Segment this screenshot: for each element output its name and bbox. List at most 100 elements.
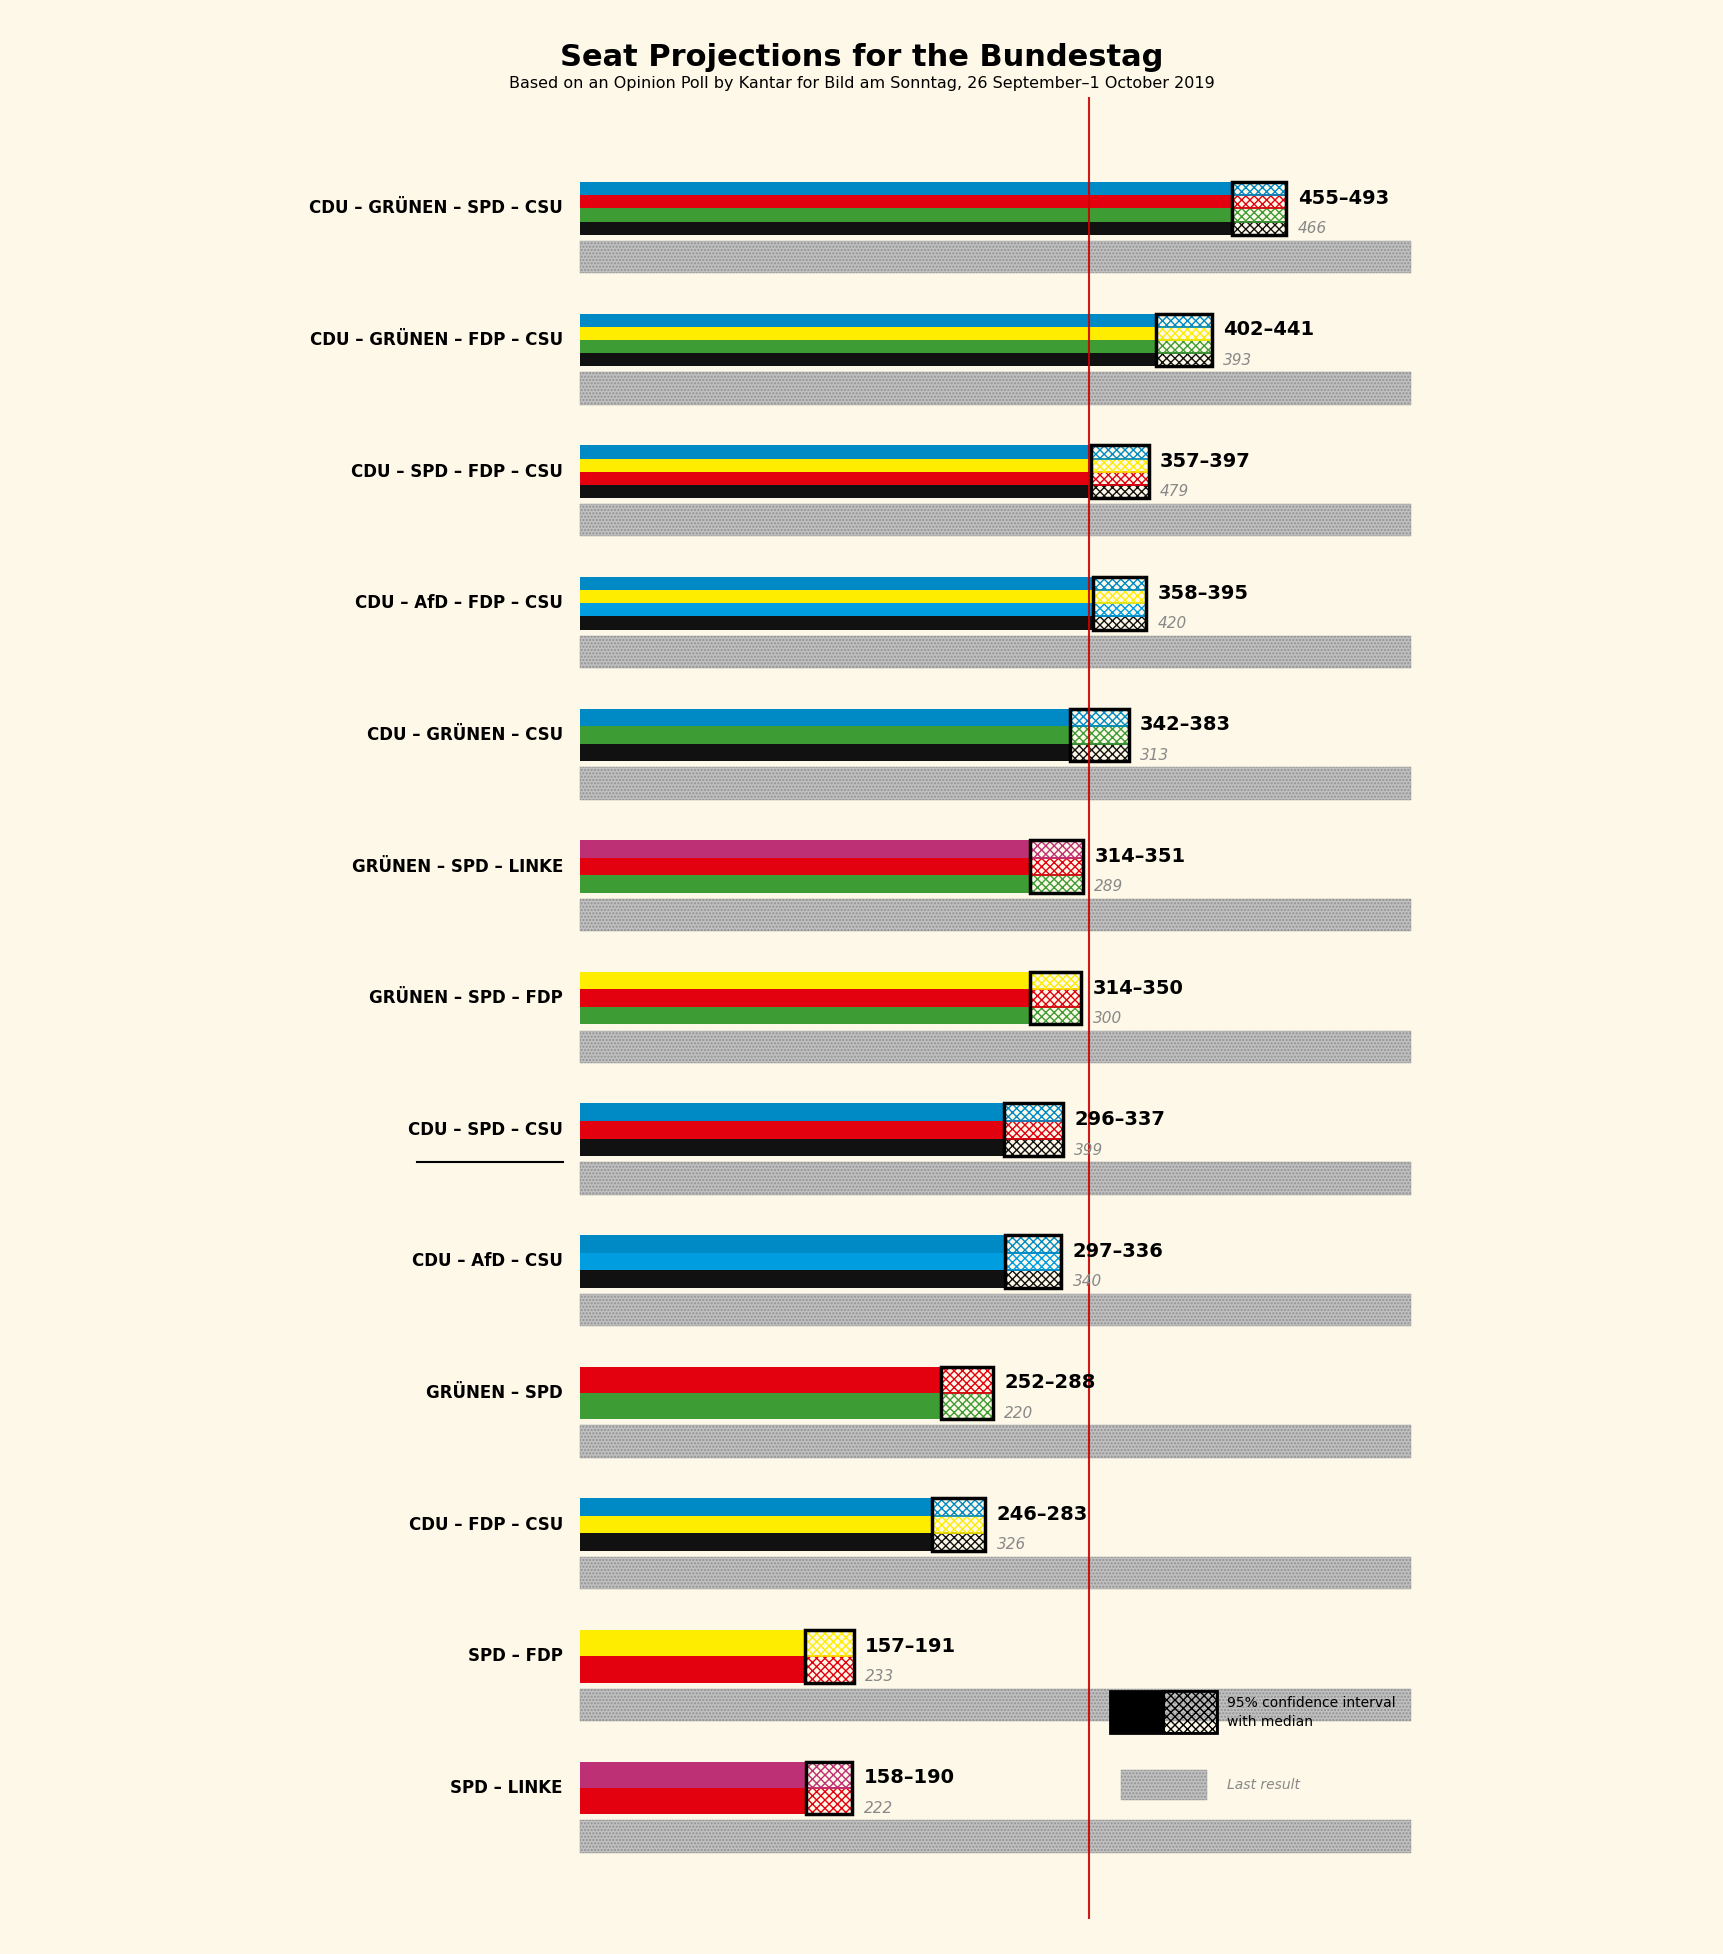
Bar	[579, 182, 1230, 195]
Bar	[579, 504, 1409, 537]
Bar	[579, 899, 1409, 932]
Bar	[579, 1821, 1409, 1852]
Bar	[579, 768, 1409, 799]
Bar	[1163, 1690, 1216, 1733]
Text: 300: 300	[1092, 1010, 1122, 1026]
Text: CDU – GRÜNEN – FDP – CSU: CDU – GRÜNEN – FDP – CSU	[310, 330, 562, 350]
Bar	[806, 1761, 851, 1813]
Text: Based on an Opinion Poll by Kantar for Bild am Sonntag, 26 September–1 October 2: Based on an Opinion Poll by Kantar for B…	[508, 76, 1215, 92]
Bar	[579, 446, 1091, 459]
Bar	[805, 1657, 853, 1682]
Bar	[579, 1557, 1409, 1589]
Text: CDU – SPD – CSU: CDU – SPD – CSU	[408, 1122, 562, 1139]
Bar	[1029, 971, 1080, 1024]
Bar	[579, 709, 1070, 727]
Text: 157–191: 157–191	[865, 1637, 956, 1655]
Bar	[579, 1270, 1005, 1288]
Text: GRÜNEN – SPD – LINKE: GRÜNEN – SPD – LINKE	[351, 858, 562, 875]
Text: SPD – LINKE: SPD – LINKE	[450, 1778, 562, 1798]
Bar	[1029, 840, 1082, 893]
Text: 314–350: 314–350	[1092, 979, 1184, 997]
Bar	[1154, 340, 1211, 354]
Text: 399: 399	[1073, 1143, 1103, 1157]
Text: GRÜNEN – SPD: GRÜNEN – SPD	[426, 1383, 562, 1401]
Text: 340: 340	[1072, 1274, 1101, 1290]
Bar	[579, 768, 1409, 799]
Bar	[932, 1534, 986, 1551]
Bar	[941, 1366, 992, 1419]
Text: 313: 313	[1139, 748, 1168, 762]
Text: 402–441: 402–441	[1222, 320, 1313, 340]
Bar	[805, 1630, 853, 1657]
Bar	[579, 1557, 1409, 1589]
Bar	[579, 373, 1409, 404]
Text: 246–283: 246–283	[996, 1505, 1087, 1524]
Bar	[1003, 1104, 1061, 1157]
Bar	[1003, 1104, 1061, 1122]
Bar	[579, 354, 1154, 367]
Bar	[1029, 989, 1080, 1006]
Bar	[1070, 709, 1129, 727]
Bar	[1092, 604, 1146, 616]
Bar	[579, 1294, 1409, 1327]
Bar	[1092, 576, 1146, 629]
Text: 252–288: 252–288	[1003, 1374, 1094, 1393]
Bar	[579, 1424, 1409, 1458]
Bar	[579, 1366, 941, 1393]
Bar	[1154, 315, 1211, 367]
Text: 158–190: 158–190	[863, 1768, 955, 1788]
Bar	[1029, 971, 1080, 989]
Bar	[579, 1030, 1409, 1063]
Bar	[579, 1139, 1003, 1157]
Text: 455–493: 455–493	[1297, 190, 1389, 207]
Bar	[579, 858, 1029, 875]
Bar	[579, 1393, 941, 1419]
Text: 289: 289	[1094, 879, 1123, 895]
Bar	[579, 899, 1409, 932]
Bar	[579, 1030, 1409, 1063]
Text: 326: 326	[996, 1538, 1025, 1551]
Bar	[1029, 1006, 1080, 1024]
Bar	[579, 1499, 932, 1516]
Bar	[579, 590, 1092, 604]
Text: 358–395: 358–395	[1156, 584, 1247, 602]
Bar	[1005, 1235, 1061, 1253]
Bar	[1092, 576, 1146, 590]
Bar	[579, 1235, 1005, 1253]
Bar	[1005, 1253, 1061, 1270]
Bar	[1070, 727, 1129, 744]
Bar	[579, 240, 1409, 274]
Bar	[579, 989, 1029, 1006]
Text: GRÜNEN – SPD – FDP: GRÜNEN – SPD – FDP	[369, 989, 562, 1006]
Bar	[579, 744, 1070, 762]
Text: CDU – GRÜNEN – CSU: CDU – GRÜNEN – CSU	[367, 725, 562, 744]
Bar	[579, 471, 1091, 485]
Text: CDU – FDP – CSU: CDU – FDP – CSU	[408, 1516, 562, 1534]
Bar	[579, 1688, 1409, 1721]
Bar	[1154, 326, 1211, 340]
Text: 95% confidence interval: 95% confidence interval	[1227, 1696, 1396, 1710]
Bar	[1110, 1690, 1216, 1733]
Bar	[1091, 446, 1148, 498]
Bar	[941, 1393, 992, 1419]
Text: SPD – FDP: SPD – FDP	[467, 1647, 562, 1665]
Bar	[579, 504, 1409, 537]
Text: 479: 479	[1160, 485, 1189, 500]
Bar	[1230, 209, 1285, 221]
Bar	[579, 635, 1409, 668]
Bar	[932, 1516, 986, 1534]
Bar	[1029, 858, 1082, 875]
Bar	[579, 1788, 806, 1813]
Bar	[1092, 616, 1146, 629]
Bar	[579, 485, 1091, 498]
Bar	[579, 576, 1092, 590]
Bar	[579, 209, 1230, 221]
Bar	[1091, 471, 1148, 485]
Bar	[579, 971, 1029, 989]
Bar	[579, 1424, 1409, 1458]
Bar	[579, 840, 1029, 858]
Bar	[1070, 709, 1129, 762]
Bar	[579, 1534, 932, 1551]
Bar	[1230, 182, 1285, 195]
Bar	[1230, 195, 1285, 209]
